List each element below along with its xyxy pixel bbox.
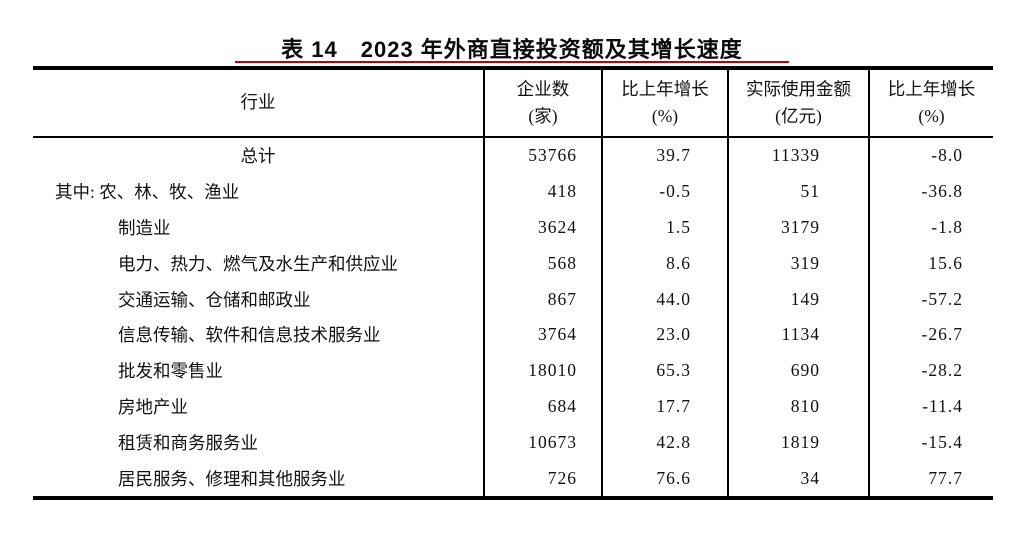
cell-enterprises: 18010 <box>483 352 601 389</box>
cell-enterprises: 10673 <box>483 424 601 461</box>
cell-amount-used: 319 <box>727 245 868 282</box>
column-header-enterprises: 企业数 (家) <box>483 70 601 138</box>
row-label-information: 信息传输、软件和信息技术服务业 <box>118 325 381 346</box>
cell-enterprise-growth: 65.3 <box>601 352 727 389</box>
cell-enterprise-growth: 17.7 <box>601 388 727 425</box>
cell-amount-growth: -36.8 <box>868 173 993 210</box>
cell-amount-growth: -28.2 <box>868 352 993 389</box>
row-label-real-estate: 房地产业 <box>118 396 188 417</box>
cell-amount-growth: -8.0 <box>868 138 993 174</box>
column-header-label: 比上年增长 <box>887 78 976 99</box>
cell-amount-growth: 77.7 <box>868 460 993 496</box>
column-header-label: 比上年增长 <box>621 78 709 99</box>
title-red-underline <box>235 61 789 63</box>
cell-amount-growth: -11.4 <box>868 388 993 425</box>
row-label-resident-services: 居民服务、修理和其他服务业 <box>118 468 346 489</box>
cell-enterprise-growth: 39.7 <box>601 138 727 174</box>
cell-enterprise-growth: 42.8 <box>601 424 727 461</box>
table-title: 表 14 2023 年外商直接投资额及其增长速度 <box>281 37 743 62</box>
cell-amount-growth: -15.4 <box>868 424 993 461</box>
column-header-unit: (%) <box>651 106 679 126</box>
cell-amount-used: 11339 <box>727 138 868 174</box>
cell-amount-growth: -26.7 <box>868 316 993 353</box>
cell-enterprises: 726 <box>483 460 601 496</box>
row-label-total: 总计 <box>240 146 276 167</box>
cell-enterprises: 568 <box>483 245 601 282</box>
cell-amount-growth: -1.8 <box>868 209 993 246</box>
row-label-utilities: 电力、热力、燃气及水生产和供应业 <box>118 253 398 274</box>
cell-enterprise-growth: -0.5 <box>601 173 727 210</box>
row-label-manufacturing: 制造业 <box>118 217 171 238</box>
cell-enterprises: 3624 <box>483 209 601 246</box>
column-header-label: 实际使用金额 <box>746 78 851 99</box>
cell-enterprise-growth: 23.0 <box>601 316 727 353</box>
cell-enterprises: 53766 <box>483 138 601 174</box>
cell-amount-used: 3179 <box>727 209 868 246</box>
column-header-industry: 行业 <box>33 70 483 138</box>
cell-amount-growth: -57.2 <box>868 281 993 317</box>
cell-amount-used: 1819 <box>727 424 868 461</box>
column-header-label: 企业数 <box>516 78 570 99</box>
cell-enterprises: 684 <box>483 388 601 425</box>
cell-enterprises: 418 <box>483 173 601 210</box>
row-label-wholesale-retail: 批发和零售业 <box>118 361 223 382</box>
column-header-unit: (家) <box>528 106 558 126</box>
column-header-growth-enterprises: 比上年增长 (%) <box>601 70 727 138</box>
row-label-transport: 交通运输、仓储和邮政业 <box>118 289 311 310</box>
column-header-amount-used: 实际使用金额 (亿元) <box>727 70 868 138</box>
cell-enterprises: 3764 <box>483 316 601 353</box>
row-label-agriculture: 其中: 农、林、牧、渔业 <box>55 182 240 203</box>
cell-enterprise-growth: 1.5 <box>601 209 727 246</box>
row-label-leasing-services: 租赁和商务服务业 <box>118 432 258 453</box>
cell-enterprises: 867 <box>483 281 601 317</box>
cell-amount-used: 690 <box>727 352 868 389</box>
cell-amount-used: 34 <box>727 460 868 496</box>
cell-amount-growth: 15.6 <box>868 245 993 282</box>
fdi-table: 行业 企业数 (家) 比上年增长 (%) 实际使用金额 (亿元) 比上年增长 (… <box>33 66 993 500</box>
cell-amount-used: 1134 <box>727 316 868 353</box>
column-header-unit: (亿元) <box>775 106 822 126</box>
column-header-growth-amount: 比上年增长 (%) <box>868 70 993 138</box>
cell-amount-used: 810 <box>727 388 868 425</box>
cell-amount-used: 149 <box>727 281 868 317</box>
cell-amount-used: 51 <box>727 173 868 210</box>
cell-enterprise-growth: 44.0 <box>601 281 727 317</box>
cell-enterprise-growth: 8.6 <box>601 245 727 282</box>
cell-enterprise-growth: 76.6 <box>601 460 727 496</box>
column-header-unit: (%) <box>918 106 945 126</box>
